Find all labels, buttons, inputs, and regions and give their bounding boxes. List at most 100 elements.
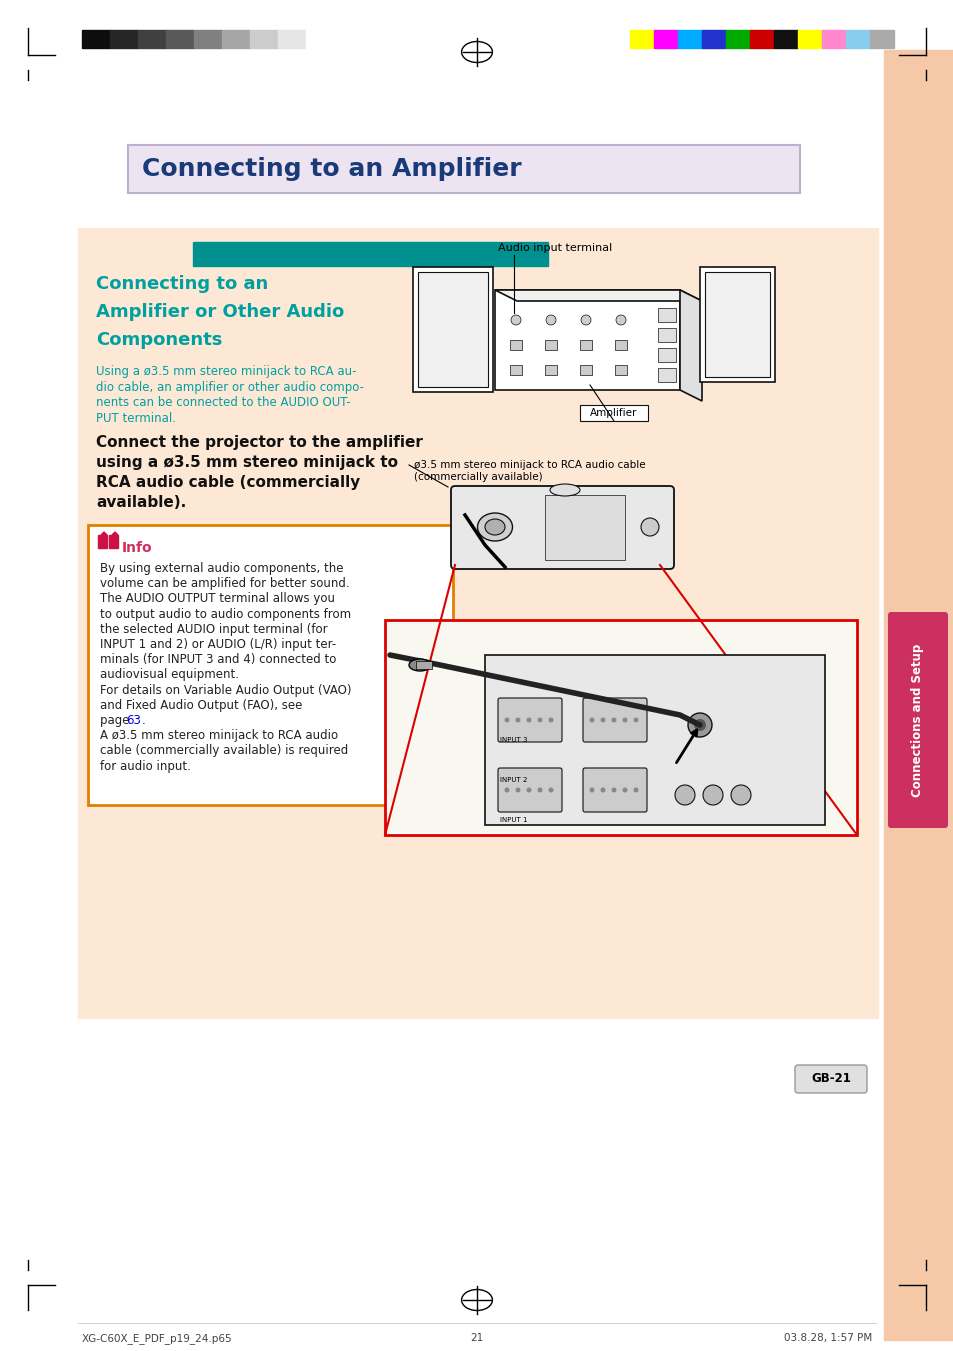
Bar (510, 340, 521, 350)
Bar (306, 30, 334, 49)
Bar (277, 30, 306, 49)
Circle shape (515, 717, 520, 723)
Text: Connecting to an Amplifier: Connecting to an Amplifier (142, 157, 521, 181)
Bar (109, 535, 118, 549)
Bar (704, 272, 769, 377)
Text: Connections and Setup: Connections and Setup (910, 643, 923, 797)
Text: volume can be amplified for better sound.: volume can be amplified for better sound… (100, 577, 349, 590)
FancyBboxPatch shape (582, 767, 646, 812)
Bar (387, 621, 854, 834)
Bar (869, 30, 893, 49)
Circle shape (687, 713, 711, 738)
Ellipse shape (477, 513, 512, 540)
Text: XG-C60X_E_PDF_p19_24.p65: XG-C60X_E_PDF_p19_24.p65 (82, 1333, 233, 1344)
Text: .: . (142, 713, 146, 727)
Circle shape (537, 717, 542, 723)
Circle shape (730, 785, 750, 805)
Bar (110, 30, 138, 49)
Text: Amplifier: Amplifier (590, 408, 637, 417)
Circle shape (545, 315, 556, 326)
Bar (629, 30, 654, 49)
Bar (658, 349, 676, 362)
Circle shape (599, 788, 605, 793)
Text: available).: available). (96, 494, 186, 509)
Bar (138, 30, 166, 49)
Bar (78, 228, 877, 1019)
Circle shape (526, 788, 531, 793)
Bar (193, 30, 222, 49)
Text: and Fixed Audio Output (FAO), see: and Fixed Audio Output (FAO), see (100, 698, 302, 712)
Circle shape (622, 717, 627, 723)
Text: 21: 21 (470, 1333, 483, 1343)
Text: PUT terminal.: PUT terminal. (96, 412, 175, 424)
Circle shape (622, 788, 627, 793)
Bar (222, 30, 250, 49)
Circle shape (580, 315, 590, 326)
Ellipse shape (484, 519, 504, 535)
Bar (193, 242, 547, 266)
Text: audiovisual equipment.: audiovisual equipment. (100, 669, 239, 681)
Text: By using external audio components, the: By using external audio components, the (100, 562, 343, 576)
Ellipse shape (550, 484, 579, 496)
Bar (749, 30, 773, 49)
Text: nents can be connected to the AUDIO OUT-: nents can be connected to the AUDIO OUT- (96, 396, 351, 409)
Circle shape (511, 315, 520, 326)
Bar (678, 30, 701, 49)
Circle shape (675, 785, 695, 805)
Bar (615, 340, 626, 350)
Circle shape (599, 717, 605, 723)
FancyBboxPatch shape (582, 698, 646, 742)
Bar (658, 328, 676, 342)
Ellipse shape (409, 659, 431, 671)
FancyBboxPatch shape (887, 612, 947, 828)
Bar (544, 340, 557, 350)
Text: Connect the projector to the amplifier: Connect the projector to the amplifier (96, 435, 422, 450)
Text: INPUT 2: INPUT 2 (499, 777, 527, 784)
Text: Components: Components (96, 331, 222, 349)
Text: RCA audio cable (commercially: RCA audio cable (commercially (96, 476, 360, 490)
Text: The AUDIO OUTPUT terminal allows you: The AUDIO OUTPUT terminal allows you (100, 592, 335, 605)
Text: INPUT 3: INPUT 3 (499, 738, 527, 743)
Text: GB-21: GB-21 (810, 1073, 850, 1085)
Circle shape (589, 788, 594, 793)
Bar (725, 30, 749, 49)
Circle shape (633, 717, 638, 723)
Text: using a ø3.5 mm stereo minijack to: using a ø3.5 mm stereo minijack to (96, 455, 397, 470)
Text: Info: Info (122, 540, 152, 555)
FancyBboxPatch shape (794, 1065, 866, 1093)
Circle shape (589, 717, 594, 723)
Circle shape (504, 717, 509, 723)
Text: Audio input terminal: Audio input terminal (497, 243, 612, 253)
Text: for audio input.: for audio input. (100, 759, 191, 773)
Bar (579, 340, 592, 350)
Circle shape (616, 315, 625, 326)
Bar (128, 145, 800, 193)
Ellipse shape (640, 517, 659, 536)
Circle shape (693, 719, 705, 731)
Bar (654, 30, 678, 49)
Bar (385, 620, 856, 835)
Bar (845, 30, 869, 49)
Text: cable (commercially available) is required: cable (commercially available) is requir… (100, 744, 348, 758)
Circle shape (611, 788, 616, 793)
FancyBboxPatch shape (451, 486, 673, 569)
Bar (544, 494, 624, 561)
Bar (495, 290, 679, 390)
Bar (484, 655, 824, 825)
Text: 03.8.28, 1:57 PM: 03.8.28, 1:57 PM (783, 1333, 871, 1343)
Bar (615, 365, 626, 376)
Polygon shape (101, 532, 107, 535)
Circle shape (548, 717, 553, 723)
Text: the selected AUDIO input terminal (for: the selected AUDIO input terminal (for (100, 623, 327, 636)
Bar (544, 365, 557, 376)
Bar (250, 30, 277, 49)
Circle shape (702, 785, 722, 805)
Circle shape (537, 788, 542, 793)
FancyBboxPatch shape (497, 698, 561, 742)
Bar (701, 30, 725, 49)
Polygon shape (679, 290, 701, 401)
Bar (821, 30, 845, 49)
Bar (658, 308, 676, 322)
Text: (commercially available): (commercially available) (414, 471, 542, 482)
Circle shape (515, 788, 520, 793)
